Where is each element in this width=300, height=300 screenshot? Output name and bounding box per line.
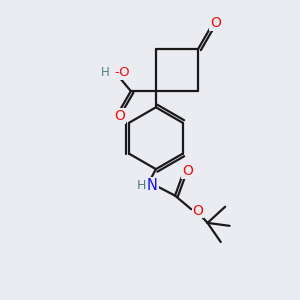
Text: H: H [137, 179, 146, 192]
Text: -O: -O [114, 66, 130, 79]
Text: O: O [192, 204, 203, 218]
Text: O: O [182, 164, 193, 178]
Text: N: N [147, 178, 158, 193]
Text: O: O [210, 16, 221, 30]
Text: O: O [114, 109, 125, 123]
Text: H: H [100, 66, 109, 79]
